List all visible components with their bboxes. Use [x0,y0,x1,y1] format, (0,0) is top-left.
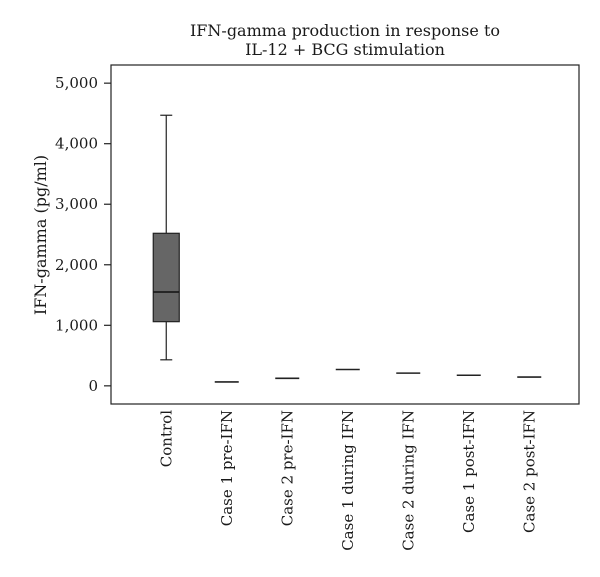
y-axis-label: IFN-gamma (pg/ml) [31,155,50,315]
x-category-label: Control [157,410,175,467]
box-control [152,114,180,361]
y-tick-label: 5,000 [55,74,98,92]
chart-title-line-1: IFN-gamma production in response to [190,21,500,40]
x-category-label: Case 1 pre-IFN [218,410,236,526]
y-tick-label: 3,000 [55,195,98,213]
x-category-label: Case 2 during IFN [399,410,417,551]
iqr-box [152,232,180,323]
x-axis: Control Case 1 pre-IFN Case 2 pre-IFN Case … [157,410,538,551]
y-tick-label: 4,000 [55,135,98,153]
y-axis: 0 1,000 2,000 3,000 4,000 5,000 [55,74,111,395]
chart-title-line-2: IL-12 + BCG stimulation [245,40,445,59]
y-tick-label: 1,000 [55,316,98,334]
plot-frame [110,64,580,405]
y-tick-label: 0 [88,377,98,395]
boxes-layer [152,114,542,383]
x-category-label: Case 2 post-IFN [520,410,538,533]
y-tick-label: 2,000 [55,256,98,274]
x-category-label: Case 1 during IFN [339,410,357,551]
x-category-label: Case 2 pre-IFN [278,410,296,526]
x-category-label: Case 1 post-IFN [460,410,478,533]
